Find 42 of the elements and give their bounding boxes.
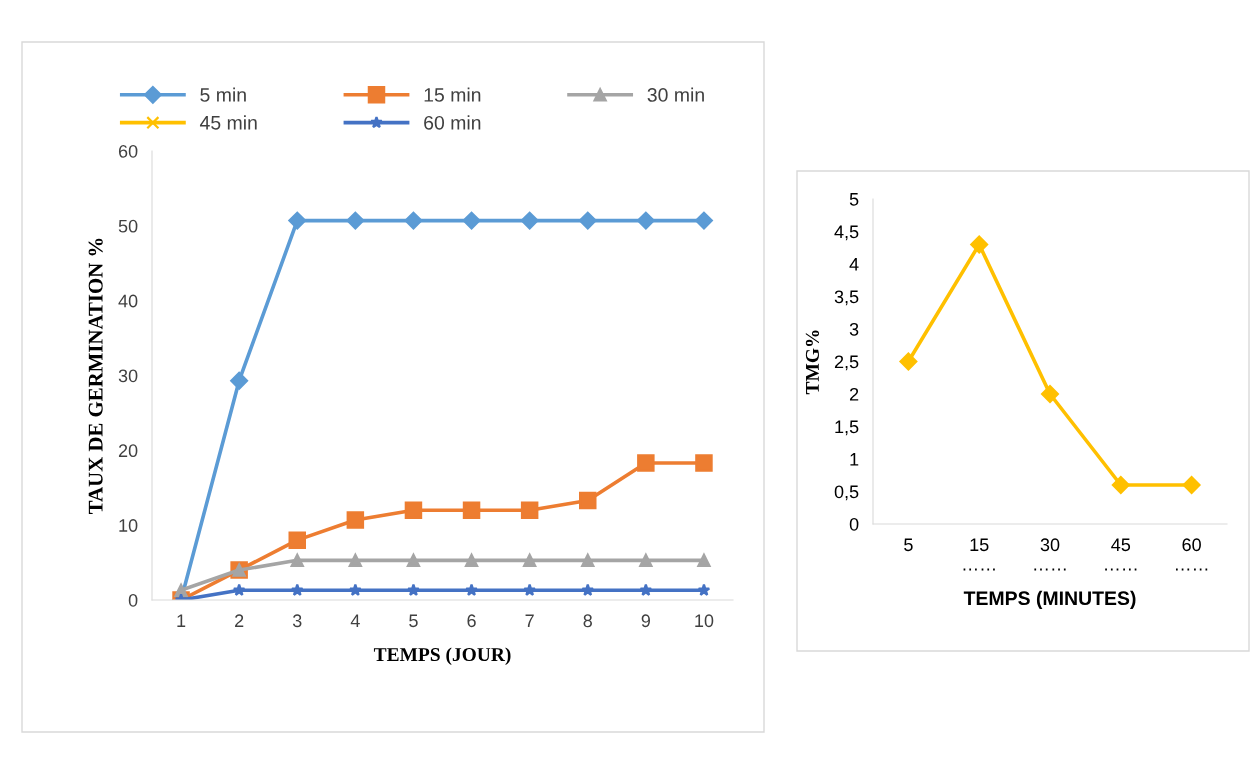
legend-label: 60 min — [424, 115, 481, 130]
y-tick-label: 2 — [849, 387, 859, 401]
y-tick-label: 40 — [118, 294, 138, 308]
x-tick-label: 9 — [641, 614, 651, 628]
x-tick-label: 6 — [467, 614, 476, 628]
y-tick-label: 1 — [850, 453, 859, 466]
y-tick-label: 0,5 — [834, 485, 859, 501]
y-axis-title: TAUX DE GERMINATION % — [88, 238, 103, 514]
y-tick-label: 3,5 — [834, 290, 859, 306]
x-tick-label: 1 — [177, 614, 186, 627]
y-tick-label: 0 — [849, 517, 859, 531]
x-tick-label: 5 — [409, 614, 418, 628]
x-tick-label: 2 — [235, 614, 244, 627]
y-tick-label: 4,5 — [834, 225, 859, 241]
y-tick-label: 5 — [849, 193, 859, 206]
x-tick-label: 30 …… — [1034, 538, 1066, 571]
y-tick-label: 0 — [128, 593, 138, 607]
x-tick-label: 45 …… — [1105, 538, 1137, 571]
legend-label: 5 min — [200, 87, 246, 102]
y-tick-label: 4 — [849, 258, 859, 271]
x-axis-title: TEMPS (JOUR) — [373, 647, 511, 666]
y-tick-label: 2,5 — [834, 355, 859, 371]
legend-label: 30 min — [647, 87, 704, 102]
y-tick-label: 1,5 — [835, 420, 859, 436]
legend-label: 45 min — [199, 115, 257, 130]
y-tick-label: 3 — [849, 322, 859, 336]
x-axis-title: TEMPS (MINUTES) — [963, 590, 1136, 609]
x-tick-label: 4 — [350, 614, 360, 627]
y-tick-label: 30 — [118, 369, 138, 383]
x-tick-label: 7 — [525, 614, 534, 627]
y-tick-label: 10 — [119, 519, 138, 532]
x-tick-label: 3 — [292, 614, 302, 628]
y-tick-label: 50 — [118, 219, 138, 233]
y-axis-title: TMG% — [805, 330, 820, 395]
x-tick-label: 60 …… — [1176, 538, 1208, 571]
legend-label: 15 min — [424, 87, 481, 102]
x-tick-label: 10 — [695, 614, 714, 628]
x-tick-label: 15 …… — [963, 538, 995, 571]
x-tick-label: 5 — [904, 538, 913, 552]
y-tick-label: 20 — [118, 444, 138, 458]
x-tick-label: 8 — [583, 614, 592, 628]
y-tick-label: 60 — [118, 144, 138, 158]
